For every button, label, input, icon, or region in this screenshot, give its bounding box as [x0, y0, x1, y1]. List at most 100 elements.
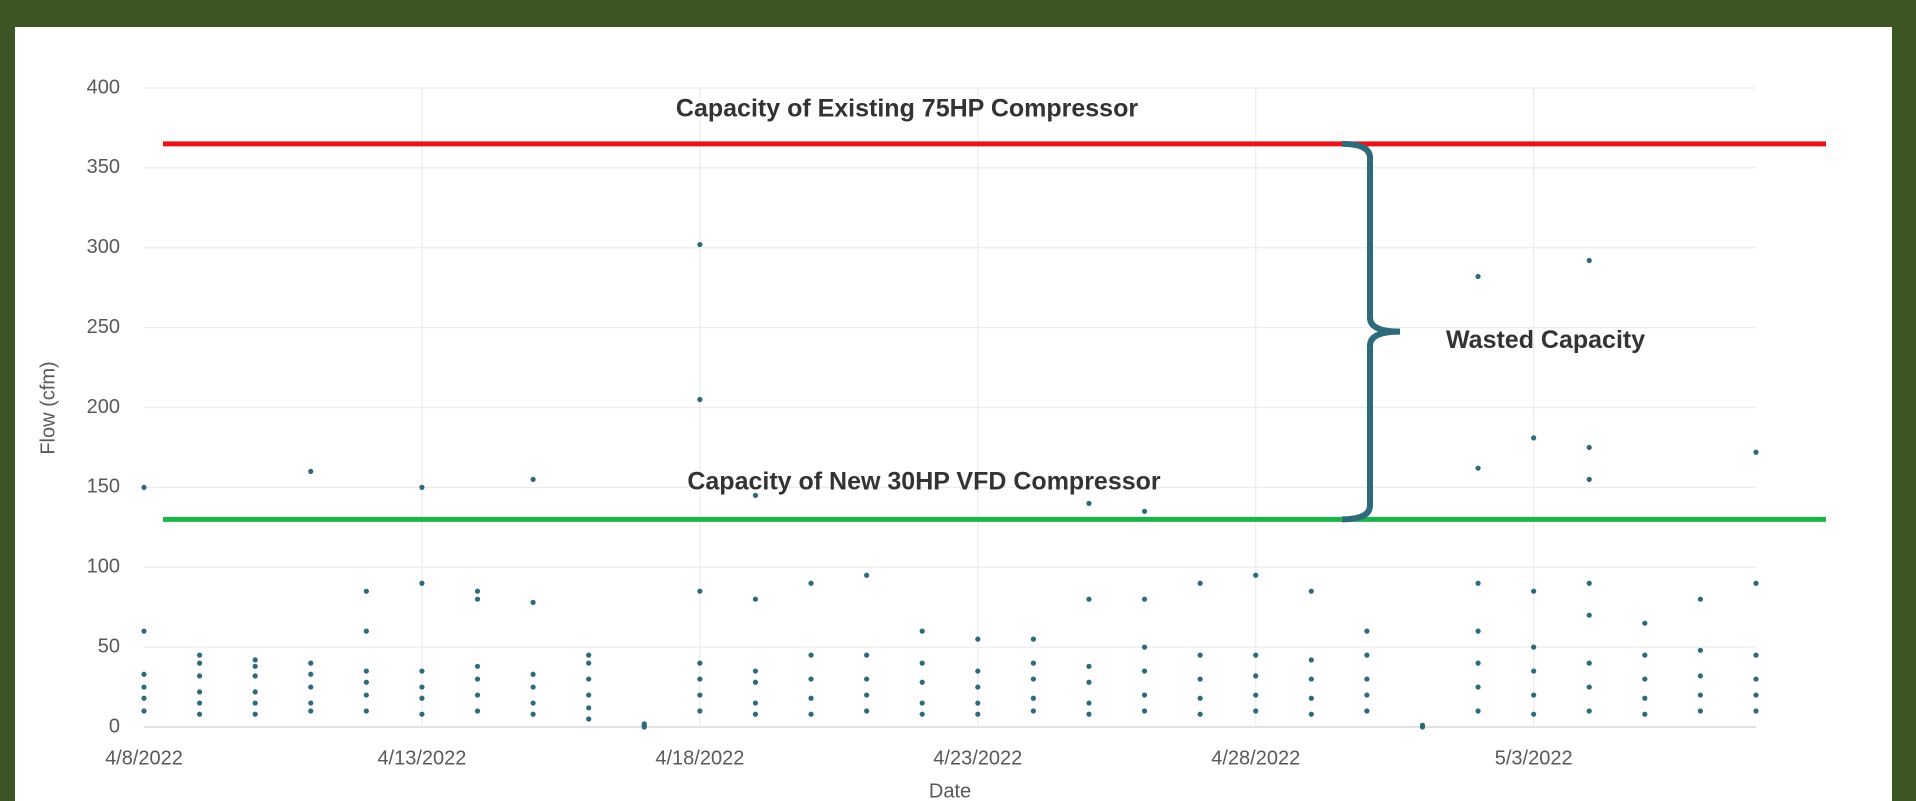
data-point	[1586, 708, 1592, 714]
data-point	[1586, 476, 1592, 482]
data-point	[1030, 636, 1036, 642]
data-point	[1253, 652, 1259, 658]
data-point	[1141, 668, 1148, 674]
data-point	[808, 695, 814, 701]
data-point	[308, 671, 314, 677]
data-point	[141, 684, 147, 690]
x-tick-label: 4/28/2022	[1211, 747, 1300, 769]
data-point	[1531, 644, 1537, 650]
data-point	[1753, 692, 1759, 698]
y-tick-label: 400	[87, 76, 120, 98]
data-point	[697, 660, 703, 666]
data-point	[1586, 444, 1592, 451]
data-point	[1586, 257, 1592, 264]
data-point	[1308, 588, 1314, 594]
y-tick-label: 50	[98, 635, 120, 657]
data-point	[1753, 449, 1759, 455]
data-point	[1531, 692, 1537, 698]
reference-label: Capacity of New 30HP VFD Compressor	[687, 468, 1161, 496]
data-point	[919, 660, 925, 666]
data-point	[474, 588, 481, 594]
data-point	[1642, 620, 1648, 626]
data-point	[1086, 711, 1092, 717]
data-point	[363, 692, 369, 698]
data-point	[252, 673, 258, 679]
data-point	[1308, 695, 1314, 701]
data-point	[1697, 596, 1704, 602]
data-point	[530, 711, 536, 717]
data-point	[252, 657, 258, 663]
data-point	[1308, 657, 1314, 663]
data-point	[586, 660, 592, 666]
data-point	[1475, 660, 1481, 666]
data-point	[308, 708, 314, 714]
data-point	[419, 484, 425, 490]
data-point	[1141, 692, 1148, 698]
data-point	[363, 708, 369, 714]
data-point	[530, 684, 536, 690]
data-point	[808, 580, 814, 586]
data-point	[419, 668, 425, 674]
data-point	[864, 676, 870, 682]
data-point	[1030, 660, 1036, 666]
data-point	[1475, 273, 1481, 280]
bracket-label: Wasted Capacity	[1446, 326, 1645, 354]
data-point	[196, 689, 203, 695]
data-point	[752, 711, 759, 717]
data-point	[1030, 708, 1036, 714]
data-point	[363, 668, 369, 674]
data-point	[864, 572, 870, 578]
data-point	[1197, 711, 1203, 717]
data-point	[808, 652, 814, 658]
data-point	[919, 700, 925, 706]
data-point	[975, 700, 981, 706]
data-point	[1753, 676, 1759, 682]
data-point	[1253, 673, 1259, 679]
y-tick-label: 350	[87, 156, 120, 178]
bracket	[1341, 140, 1401, 523]
data-point	[752, 668, 759, 674]
data-point	[474, 708, 481, 714]
data-point	[752, 700, 759, 706]
data-point	[308, 468, 314, 474]
x-tick-label: 4/23/2022	[933, 747, 1022, 769]
data-point	[1308, 711, 1314, 717]
data-point	[586, 705, 592, 711]
data-point	[474, 692, 481, 698]
data-point	[252, 711, 258, 717]
data-point	[1419, 722, 1426, 729]
data-point	[141, 695, 147, 701]
data-point	[1086, 596, 1092, 602]
data-point	[752, 492, 759, 498]
data-point	[975, 636, 981, 642]
data-point	[141, 671, 147, 677]
data-point	[363, 628, 369, 634]
data-point	[1642, 652, 1648, 658]
data-point	[1141, 508, 1148, 514]
y-tick-label: 250	[87, 316, 120, 338]
data-point	[1086, 500, 1092, 506]
data-point	[1364, 692, 1370, 698]
data-point	[1364, 628, 1370, 634]
data-point	[1531, 588, 1537, 594]
data-point	[196, 673, 203, 679]
y-tick-label: 100	[87, 556, 120, 578]
data-point	[1697, 692, 1704, 698]
data-point	[530, 476, 536, 482]
data-point	[530, 700, 536, 706]
data-point	[1253, 692, 1259, 698]
data-point	[1364, 676, 1370, 682]
data-point	[586, 652, 592, 658]
data-point	[1197, 676, 1203, 682]
y-axis-label: Flow (cfm)	[37, 361, 59, 454]
data-point	[308, 684, 314, 690]
data-point	[641, 721, 647, 727]
data-point	[697, 692, 703, 698]
data-point	[1030, 695, 1036, 701]
data-point	[474, 596, 481, 602]
data-point	[752, 679, 759, 685]
data-point	[1475, 580, 1481, 586]
data-point	[252, 700, 258, 706]
